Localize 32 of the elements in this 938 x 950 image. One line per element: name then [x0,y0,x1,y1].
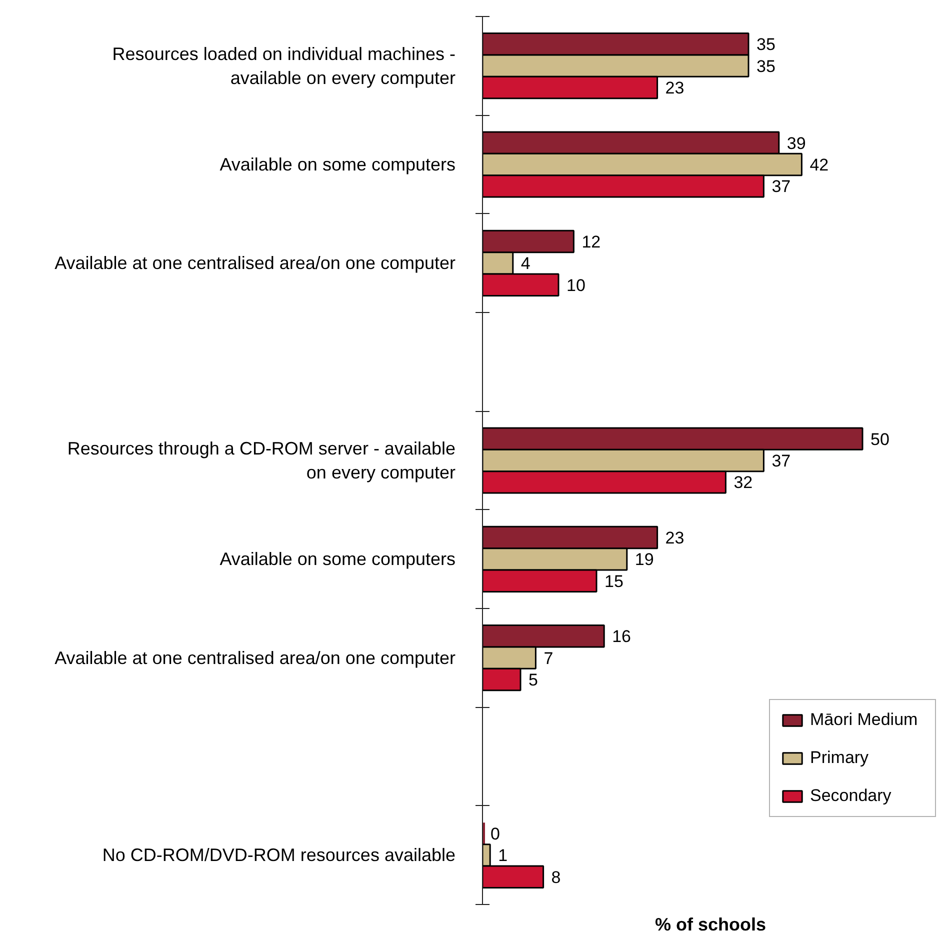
data-label: 23 [665,528,684,548]
data-label: 1 [498,846,508,866]
data-label: 39 [786,134,806,153]
data-label: 15 [604,572,624,591]
data-label: 12 [582,232,601,252]
data-label: 50 [870,430,890,449]
y-tick-label: Available at one centralised area/on one computer [54,648,456,668]
data-label: 32 [734,473,753,492]
data-label: 37 [772,177,791,196]
x-axis-title: % of schools [654,914,766,934]
y-tick-label: Resources through a CD-ROM server - available on every computer [67,438,456,482]
data-label: 8 [551,868,561,887]
data-label: 7 [544,648,554,668]
y-tick-label: Available on some computers [220,549,456,570]
data-label: 37 [772,452,791,470]
data-label: 5 [528,670,538,690]
y-tick-label: Available at one centralised area/on one computer [54,253,456,274]
legend-label: Secondary [810,786,892,806]
data-label: 19 [634,550,654,570]
data-label: 16 [612,627,632,646]
data-label: 42 [810,156,829,174]
data-label: 35 [756,56,776,76]
legend-label: Māori Medium [810,710,919,730]
data-label: 23 [665,78,684,98]
data-label: 35 [756,35,776,54]
data-label: 4 [520,254,530,274]
y-tick-label: Available on some computers [220,154,456,174]
data-label: 10 [566,276,586,295]
legend-label: Primary [810,748,870,768]
data-label: 0 [490,824,500,844]
y-tick-label: No CD-ROM/DVD-ROM resources available [102,845,456,866]
y-tick-label: Resources loaded on individual machines - available on every computer [112,44,456,88]
